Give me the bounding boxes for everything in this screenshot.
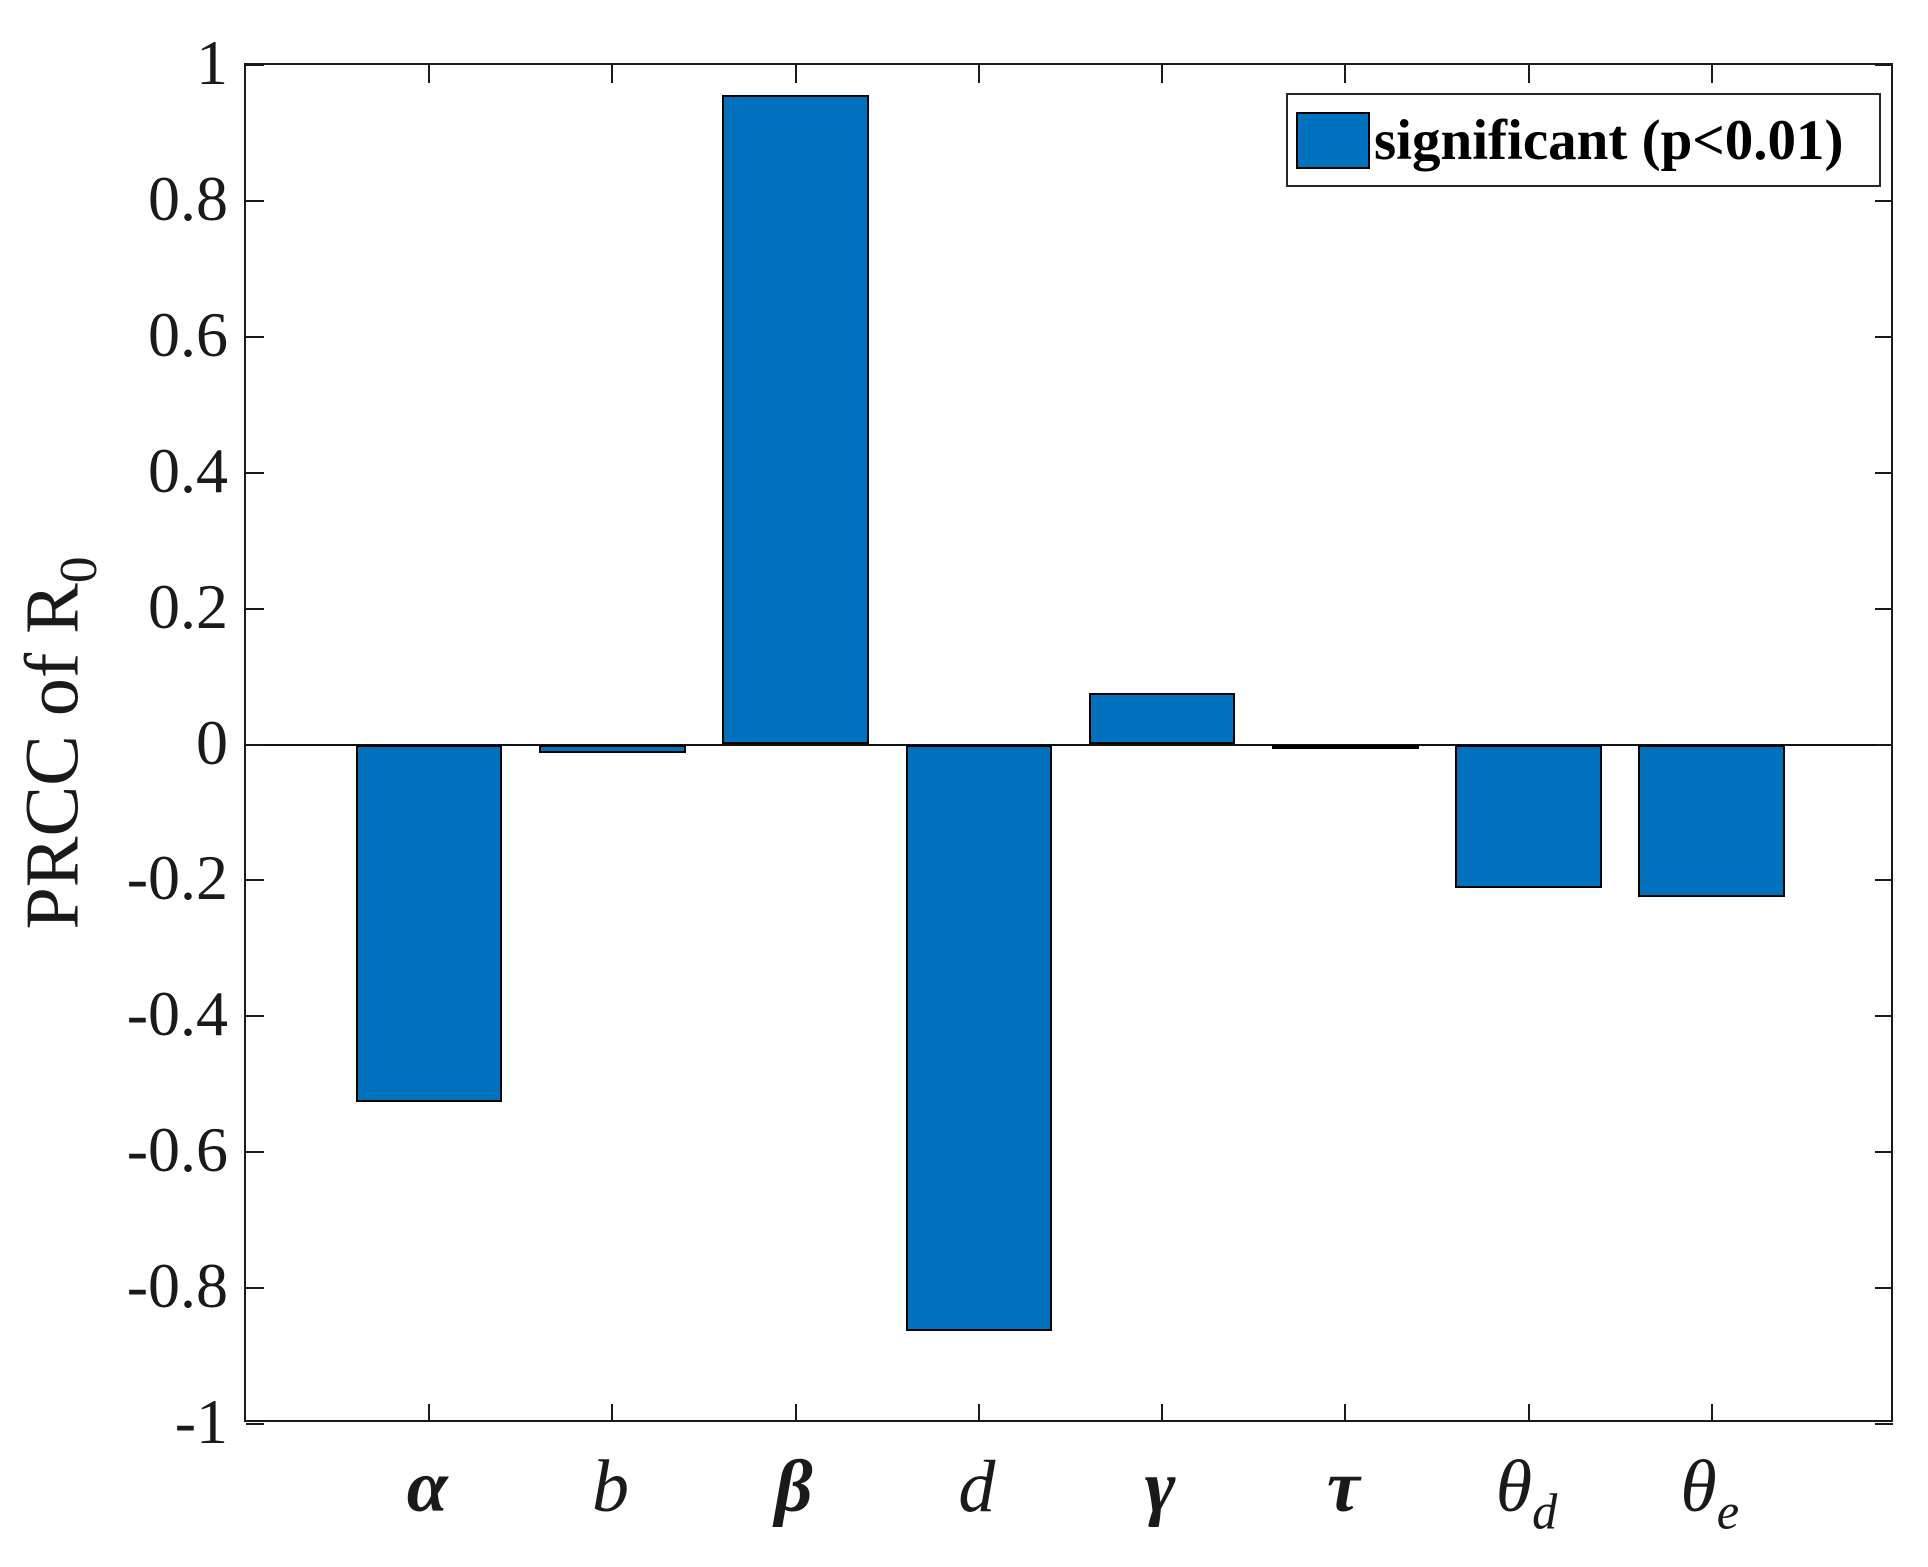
- y-tick-label: 0.8: [148, 162, 228, 234]
- y-tick-label: 0.4: [148, 434, 228, 506]
- legend-label: significant (p<0.01): [1374, 108, 1844, 172]
- y-tick-label: -0.4: [126, 978, 228, 1050]
- x-tick-top: [977, 65, 980, 83]
- y-tick-label: -0.8: [126, 1250, 228, 1322]
- legend-color-swatch: [1296, 111, 1370, 169]
- x-tick-label: d: [958, 1450, 995, 1524]
- x-tick-label: γ: [1145, 1450, 1176, 1524]
- y-tick-right: [1875, 1287, 1893, 1290]
- x-tick-bottom: [1710, 1404, 1713, 1422]
- x-tick-label: β: [775, 1450, 813, 1524]
- y-tick-left: [246, 335, 264, 338]
- y-tick-label: 1: [196, 27, 228, 98]
- x-tick-label: θd: [1496, 1450, 1558, 1537]
- y-tick-label: -0.6: [126, 1114, 228, 1186]
- y-tick-label: -0.2: [126, 842, 228, 914]
- bar-α: [355, 744, 503, 1102]
- legend: significant (p<0.01): [1286, 93, 1881, 187]
- x-tick-label-subscript: e: [1716, 1483, 1740, 1540]
- x-tick-bottom: [611, 1404, 614, 1422]
- y-tick-left: [246, 607, 264, 610]
- y-tick-right: [1875, 1151, 1893, 1154]
- bar-θd: [1455, 744, 1602, 888]
- y-tick-left: [246, 1423, 264, 1425]
- y-tick-right: [1875, 471, 1893, 474]
- plot-area: significant (p<0.01): [244, 63, 1893, 1425]
- y-tick-right: [1875, 743, 1893, 746]
- y-tick-left: [246, 743, 264, 746]
- y-tick-left: [246, 64, 264, 66]
- x-tick-bottom: [794, 1404, 797, 1422]
- x-tick-top: [1344, 65, 1347, 83]
- y-tick-label: 0: [196, 706, 228, 778]
- x-tick-label-base: d: [958, 1446, 996, 1528]
- x-tick-bottom: [977, 1404, 980, 1422]
- x-tick-label-base: θ: [1495, 1446, 1533, 1528]
- y-tick-right: [1875, 1015, 1893, 1018]
- bar-β: [722, 94, 869, 745]
- x-tick-label-base: β: [774, 1446, 813, 1528]
- bar-b: [539, 744, 686, 753]
- y-tick-right: [1875, 64, 1893, 66]
- y-tick-left: [246, 1287, 264, 1290]
- x-tick-top: [1161, 65, 1164, 83]
- x-tick-top: [1710, 65, 1713, 83]
- bar-τ: [1272, 744, 1419, 750]
- x-tick-label-base: τ: [1326, 1446, 1360, 1528]
- x-tick-top: [1527, 65, 1530, 83]
- y-tick-right: [1875, 607, 1893, 610]
- x-tick-label-subscript: d: [1532, 1483, 1558, 1540]
- x-tick-top: [428, 65, 431, 83]
- x-tick-label: θe: [1680, 1450, 1739, 1537]
- x-tick-label: τ: [1327, 1450, 1360, 1524]
- x-tick-bottom: [1344, 1404, 1347, 1422]
- y-tick-left: [246, 879, 264, 882]
- x-tick-label: α: [407, 1450, 448, 1524]
- y-tick-right: [1875, 879, 1893, 882]
- zero-baseline: [246, 743, 1891, 746]
- y-tick-label: -1: [174, 1386, 228, 1457]
- x-tick-bottom: [1161, 1404, 1164, 1422]
- y-tick-left: [246, 1151, 264, 1154]
- x-tick-top: [611, 65, 614, 83]
- y-tick-right: [1875, 199, 1893, 202]
- bar-γ: [1088, 692, 1236, 745]
- bar-θe: [1638, 744, 1786, 898]
- x-tick-label-base: θ: [1680, 1446, 1717, 1528]
- y-tick-left: [246, 1015, 264, 1018]
- x-tick-label-base: b: [591, 1446, 629, 1528]
- bar-d: [905, 744, 1053, 1331]
- y-tick-right: [1875, 335, 1893, 338]
- x-tick-label-base: γ: [1144, 1446, 1176, 1528]
- x-tick-bottom: [428, 1404, 431, 1422]
- y-tick-right: [1875, 1423, 1893, 1425]
- y-tick-label: 0.2: [148, 570, 228, 642]
- y-tick-left: [246, 471, 264, 474]
- x-tick-label-base: α: [406, 1446, 448, 1528]
- x-tick-top: [794, 65, 797, 83]
- x-tick-label: b: [592, 1450, 629, 1524]
- y-tick-label: 0.6: [148, 298, 228, 370]
- x-tick-bottom: [1527, 1404, 1530, 1422]
- y-tick-left: [246, 199, 264, 202]
